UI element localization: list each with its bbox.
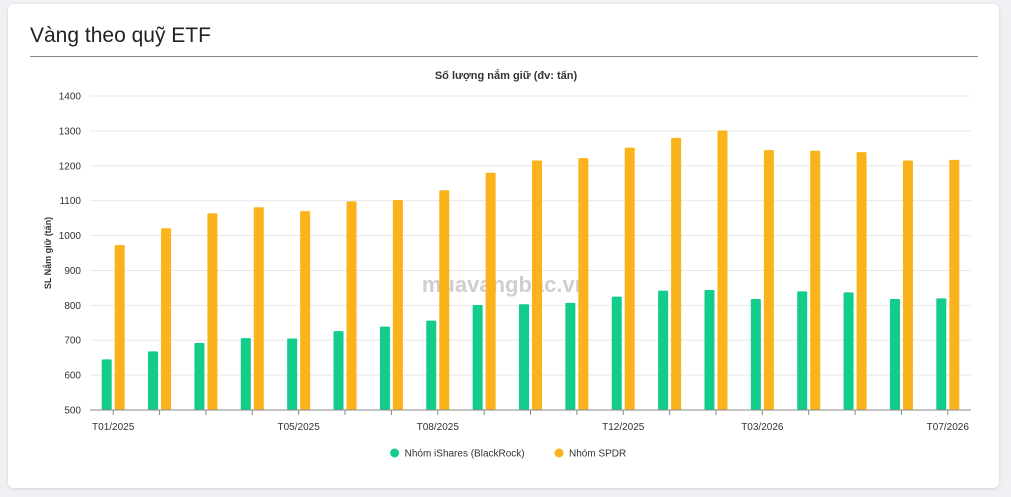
ishares-bar[interactable] [379, 326, 390, 410]
ishares-bar[interactable] [565, 302, 576, 410]
legend-item-ishares[interactable]: Nhóm iShares (BlackRock) [390, 448, 525, 460]
title-divider [30, 56, 978, 57]
y-tick-label: 900 [64, 266, 81, 277]
x-tick-label: T12/2025 [602, 422, 645, 433]
ishares-bar[interactable] [426, 320, 437, 410]
y-tick-label: 600 [64, 371, 81, 382]
ishares-bar[interactable] [333, 331, 344, 410]
ishares-bar[interactable] [472, 304, 483, 410]
ishares-bar[interactable] [797, 291, 808, 410]
legend-item-spdr[interactable]: Nhóm SPDR [554, 448, 627, 460]
ishares-bar[interactable] [194, 343, 205, 410]
spdr-bar[interactable] [439, 190, 450, 410]
spdr-bar[interactable] [578, 158, 589, 410]
spdr-bar[interactable] [717, 130, 728, 411]
axis-layer: 500 600 700 800 900 1000 1100 1200 1300 1400 T01/2… [59, 92, 971, 433]
spdr-bar[interactable] [392, 199, 403, 410]
bars-layer [101, 130, 960, 411]
ishares-bar[interactable] [936, 298, 947, 410]
spdr-bar[interactable] [763, 150, 774, 411]
legend-marker [390, 448, 400, 458]
spdr-bar[interactable] [902, 160, 913, 410]
spdr-bar[interactable] [346, 201, 357, 410]
x-tick-label: T03/2026 [741, 422, 784, 433]
legend-marker [554, 448, 564, 458]
spdr-bar[interactable] [671, 137, 682, 410]
ishares-bar[interactable] [889, 299, 900, 410]
y-tick-label: 1200 [59, 161, 82, 172]
y-tick-label: 1100 [59, 196, 81, 207]
y-tick-label: 500 [64, 406, 81, 417]
ishares-bar[interactable] [750, 299, 761, 410]
watermark: muavangbac.vn [422, 272, 588, 297]
spdr-bar[interactable] [949, 159, 960, 410]
chart-title: Số lượng nắm giữ (đv: tấn) [435, 69, 578, 82]
x-tick-label: T08/2025 [417, 422, 460, 433]
spdr-bar[interactable] [161, 228, 172, 410]
spdr-bar[interactable] [207, 213, 218, 410]
ishares-bar[interactable] [101, 359, 112, 410]
spdr-bar[interactable] [810, 150, 821, 410]
legend: Nhóm iShares (BlackRock) Nhóm SPDR [390, 448, 627, 460]
spdr-bar[interactable] [300, 211, 311, 410]
y-tick-label: 1400 [59, 92, 82, 103]
grid-layer [90, 95, 971, 376]
etf-card: Vàng theo quỹ ETF [8, 4, 999, 488]
y-tick-label: 1000 [59, 231, 82, 242]
x-tick-label: T01/2025 [92, 422, 135, 433]
y-tick-label: 1300 [59, 126, 82, 137]
page-title: Vàng theo quỹ ETF [30, 24, 211, 47]
y-tick-label: 700 [64, 336, 81, 347]
ishares-bar[interactable] [704, 289, 715, 410]
ishares-bar[interactable] [287, 338, 298, 410]
spdr-bar[interactable] [856, 152, 867, 410]
legend-label: Nhóm SPDR [569, 449, 626, 460]
ishares-bar[interactable] [148, 351, 159, 410]
spdr-bar[interactable] [485, 172, 496, 410]
x-tick-label: T05/2025 [278, 422, 321, 433]
ishares-bar[interactable] [658, 290, 669, 410]
y-tick-label: 800 [64, 301, 81, 312]
legend-label: Nhóm iShares (BlackRock) [405, 449, 525, 460]
ishares-bar[interactable] [611, 296, 622, 410]
ishares-bar[interactable] [240, 338, 251, 410]
y-axis-label: SL Nắm giữ (tấn) [42, 217, 53, 289]
spdr-bar[interactable] [624, 147, 635, 410]
ishares-bar[interactable] [843, 292, 854, 410]
spdr-bar[interactable] [114, 244, 125, 410]
spdr-bar[interactable] [532, 160, 542, 410]
spdr-bar[interactable] [253, 207, 264, 410]
ishares-bar[interactable] [519, 304, 529, 410]
x-tick-label: T07/2026 [927, 422, 970, 433]
